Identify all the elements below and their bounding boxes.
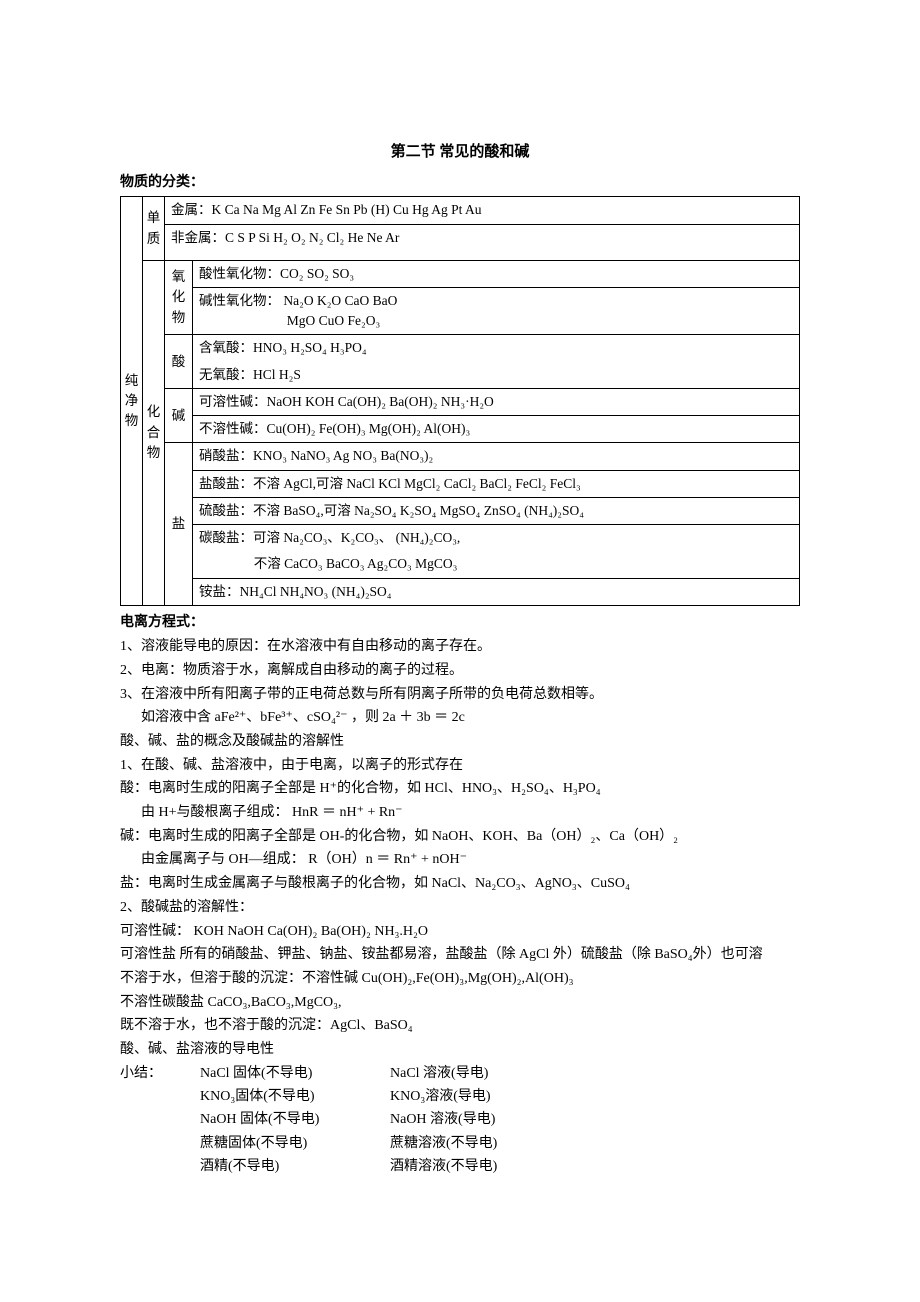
noxyacid-cell: 无氧酸：HCl H₂S bbox=[193, 362, 800, 389]
concepts-p1: 1、在酸、碱、盐溶液中，由于电离，以离子的形式存在 bbox=[120, 755, 800, 777]
conduct-row: 酒精(不导电) 酒精溶液(不导电) bbox=[120, 1156, 800, 1178]
conduct-row: 蔗糖固体(不导电) 蔗糖溶液(不导电) bbox=[120, 1133, 800, 1155]
conduct-row: KNO₃固体(不导电) KNO₃溶液(导电) bbox=[120, 1086, 800, 1108]
ionization-header: 电离方程式： bbox=[120, 612, 800, 634]
basic-oxide-line1: 碱性氧化物： Na₂O K₂O CaO BaO bbox=[199, 291, 793, 311]
insoluble-base-cell: 不溶性碱：Cu(OH)₂ Fe(OH)₃ Mg(OH)₂ Al(OH)₃ bbox=[193, 416, 800, 443]
ionization-p2: 2、电离：物质溶于水，离解成自由移动的离子的过程。 bbox=[120, 660, 800, 682]
concepts-acid1: 酸：电离时生成的阳离子全部是 H⁺的化合物，如 HCl、HNO₃、H₂SO₄、H… bbox=[120, 778, 800, 800]
conduct-left: KNO₃固体(不导电) bbox=[200, 1086, 390, 1108]
table-row: 硫酸盐：不溶 BaSO₄,可溶 Na₂SO₄ K₂SO₄ MgSO₄ ZnSO₄… bbox=[121, 497, 800, 524]
table-row: 盐 硝酸盐：KNO₃ NaNO₃ Ag NO₃ Ba(NO₃)₂ bbox=[121, 443, 800, 470]
table-row: 化合物 氧化物 酸性氧化物：CO₂ SO₂ SO₃ bbox=[121, 260, 800, 287]
classification-header: 物质的分类： bbox=[120, 172, 800, 194]
table-row: 纯净物 单质 金属：K Ca Na Mg Al Zn Fe Sn Pb (H) … bbox=[121, 197, 800, 224]
concepts-salt: 盐：电离时生成金属离子与酸根离子的化合物，如 NaCl、Na₂CO₃、AgNO₃… bbox=[120, 873, 800, 895]
chloride-cell: 盐酸盐：不溶 AgCl,可溶 NaCl KCl MgCl₂ CaCl₂ BaCl… bbox=[193, 470, 800, 497]
table-row: 碱 可溶性碱：NaOH KOH Ca(OH)₂ Ba(OH)₂ NH₃·H₂O bbox=[121, 388, 800, 415]
conduct-left: 蔗糖固体(不导电) bbox=[200, 1133, 390, 1155]
oxyacid-cell: 含氧酸：HNO₃ H₂SO₄ H₃PO₄ bbox=[193, 335, 800, 362]
conduct-right: NaOH 溶液(导电) bbox=[390, 1109, 580, 1131]
salt-cell: 盐 bbox=[165, 443, 193, 606]
table-row: 碳酸盐：可溶 Na₂CO₃、K₂CO₃、 (NH₄)₂CO₃, bbox=[121, 525, 800, 552]
conductivity-header: 酸、碱、盐溶液的导电性 bbox=[120, 1039, 800, 1061]
table-row: 铵盐：NH₄Cl NH₄NO₃ (NH₄)₂SO₄ bbox=[121, 578, 800, 605]
table-row: 盐酸盐：不溶 AgCl,可溶 NaCl KCl MgCl₂ CaCl₂ BaCl… bbox=[121, 470, 800, 497]
concepts-p2: 2、酸碱盐的溶解性： bbox=[120, 897, 800, 919]
sulfate-cell: 硫酸盐：不溶 BaSO₄,可溶 Na₂SO₄ K₂SO₄ MgSO₄ ZnSO₄… bbox=[193, 497, 800, 524]
concepts-solbase: 可溶性碱： KOH NaOH Ca(OH)₂ Ba(OH)₂ NH₃.H₂O bbox=[120, 921, 800, 943]
soluble-base-cell: 可溶性碱：NaOH KOH Ca(OH)₂ Ba(OH)₂ NH₃·H₂O bbox=[193, 388, 800, 415]
classification-table: 纯净物 单质 金属：K Ca Na Mg Al Zn Fe Sn Pb (H) … bbox=[120, 196, 800, 606]
conduct-spacer bbox=[120, 1133, 200, 1155]
basic-oxide-cell: 碱性氧化物： Na₂O K₂O CaO BaO MgO CuO Fe₂O₃ bbox=[193, 287, 800, 335]
metal-cell: 金属：K Ca Na Mg Al Zn Fe Sn Pb (H) Cu Hg A… bbox=[165, 197, 800, 224]
concepts-acid2: 由 H+与酸根离子组成： HnR ＝ nH⁺ + Rn⁻ bbox=[120, 802, 800, 824]
acid-cell: 酸 bbox=[165, 335, 193, 389]
root-cell: 纯净物 bbox=[121, 197, 143, 606]
ionization-p3b: 如溶液中含 aFe²⁺、bFe³⁺、cSO₄²⁻ ，则 2a ＋ 3b ＝ 2c bbox=[120, 707, 800, 729]
concepts-solsalt: 可溶性盐 所有的硝酸盐、钾盐、钠盐、铵盐都易溶，盐酸盐（除 AgCl 外）硫酸盐… bbox=[120, 944, 800, 966]
ionization-p1: 1、溶液能导电的原因：在水溶液中有自由移动的离子存在。 bbox=[120, 636, 800, 658]
conduct-right: NaCl 溶液(导电) bbox=[390, 1063, 580, 1085]
acidic-oxide-cell: 酸性氧化物：CO₂ SO₂ SO₃ bbox=[193, 260, 800, 287]
carbonate-cell-1: 碳酸盐：可溶 Na₂CO₃、K₂CO₃、 (NH₄)₂CO₃, bbox=[193, 525, 800, 552]
conduct-left: NaOH 固体(不导电) bbox=[200, 1109, 390, 1131]
carbonate-cell-2: 不溶 CaCO₃ BaCO₃ Ag₂CO₃ MgCO₃ bbox=[193, 551, 800, 578]
table-row: 不溶 CaCO₃ BaCO₃ Ag₂CO₃ MgCO₃ bbox=[121, 551, 800, 578]
page-title: 第二节 常见的酸和碱 bbox=[120, 140, 800, 164]
basic-oxide-line2: MgO CuO Fe₂O₃ bbox=[199, 311, 793, 331]
oxide-cell: 氧化物 bbox=[165, 260, 193, 335]
concepts-base2: 由金属离子与 OH—组成： R（OH）n ＝ Rn⁺ + nOH⁻ bbox=[120, 849, 800, 871]
concepts-insolboth: 既不溶于水，也不溶于酸的沉淀：AgCl、BaSO₄ bbox=[120, 1015, 800, 1037]
base-cell: 碱 bbox=[165, 388, 193, 443]
summary-label: 小结： bbox=[120, 1063, 200, 1085]
concepts-insolcarb: 不溶性碳酸盐 CaCO₃,BaCO₃,MgCO₃, bbox=[120, 992, 800, 1014]
conduct-right: KNO₃溶液(导电) bbox=[390, 1086, 580, 1108]
nonmetal-cell: 非金属：C S P Si H₂ O₂ N₂ Cl₂ He Ne Ar bbox=[165, 224, 800, 260]
elemental-cell: 单质 bbox=[143, 197, 165, 260]
concepts-base1: 碱：电离时生成的阳离子全部是 OH-的化合物，如 NaOH、KOH、Ba（OH）… bbox=[120, 826, 800, 848]
ammonium-cell: 铵盐：NH₄Cl NH₄NO₃ (NH₄)₂SO₄ bbox=[193, 578, 800, 605]
nitrate-cell: 硝酸盐：KNO₃ NaNO₃ Ag NO₃ Ba(NO₃)₂ bbox=[193, 443, 800, 470]
conduct-spacer bbox=[120, 1156, 200, 1178]
solubility-header: 酸、碱、盐的概念及酸碱盐的溶解性 bbox=[120, 731, 800, 753]
ionization-p3: 3、在溶液中所有阳离子带的正电荷总数与所有阴离子所带的负电荷总数相等。 bbox=[120, 684, 800, 706]
conduct-left: 酒精(不导电) bbox=[200, 1156, 390, 1178]
table-row: 酸 含氧酸：HNO₃ H₂SO₄ H₃PO₄ bbox=[121, 335, 800, 362]
conduct-row: 小结： NaCl 固体(不导电) NaCl 溶液(导电) bbox=[120, 1063, 800, 1085]
conduct-spacer bbox=[120, 1109, 200, 1131]
conduct-right: 酒精溶液(不导电) bbox=[390, 1156, 580, 1178]
conduct-right: 蔗糖溶液(不导电) bbox=[390, 1133, 580, 1155]
table-row: 碱性氧化物： Na₂O K₂O CaO BaO MgO CuO Fe₂O₃ bbox=[121, 287, 800, 335]
table-row: 无氧酸：HCl H₂S bbox=[121, 362, 800, 389]
table-row: 不溶性碱：Cu(OH)₂ Fe(OH)₃ Mg(OH)₂ Al(OH)₃ bbox=[121, 416, 800, 443]
table-row: 非金属：C S P Si H₂ O₂ N₂ Cl₂ He Ne Ar bbox=[121, 224, 800, 260]
conduct-left: NaCl 固体(不导电) bbox=[200, 1063, 390, 1085]
conduct-spacer bbox=[120, 1086, 200, 1108]
conduct-row: NaOH 固体(不导电) NaOH 溶液(导电) bbox=[120, 1109, 800, 1131]
concepts-insolacid: 不溶于水，但溶于酸的沉淀：不溶性碱 Cu(OH)₂,Fe(OH)₃,Mg(OH)… bbox=[120, 968, 800, 990]
compound-cell: 化合物 bbox=[143, 260, 165, 605]
